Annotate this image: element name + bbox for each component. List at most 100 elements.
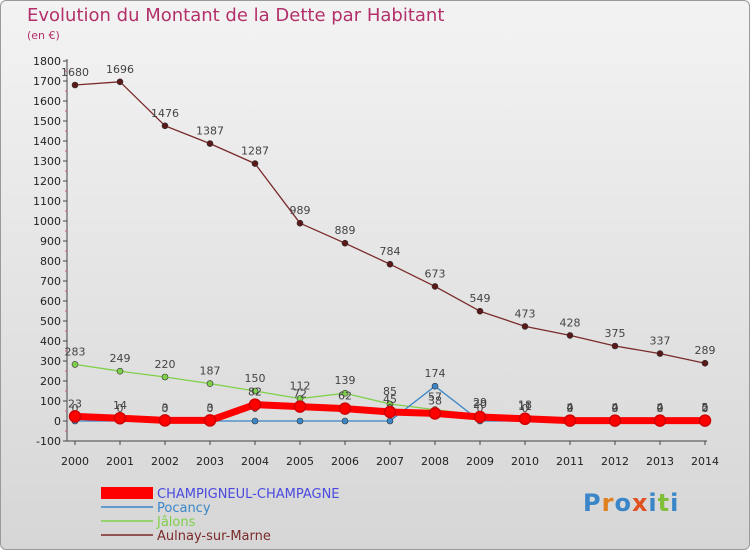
logo-letter: t bbox=[657, 489, 671, 517]
y-tick-label: 1600 bbox=[33, 95, 61, 108]
data-point bbox=[248, 398, 262, 411]
x-tick-label: 2009 bbox=[466, 455, 494, 468]
data-label: 29 bbox=[473, 396, 487, 409]
y-tick-label: 800 bbox=[40, 255, 61, 268]
data-point bbox=[341, 389, 349, 397]
y-tick-label: 600 bbox=[40, 295, 61, 308]
data-label: 249 bbox=[110, 352, 131, 365]
legend-swatch bbox=[101, 487, 153, 499]
data-point bbox=[116, 78, 124, 86]
data-point bbox=[161, 373, 169, 381]
data-point bbox=[251, 417, 259, 425]
data-label: 2 bbox=[657, 402, 664, 415]
data-label: 1287 bbox=[241, 145, 269, 158]
data-point bbox=[656, 350, 664, 357]
x-tick-label: 2007 bbox=[376, 455, 404, 468]
data-label: 1680 bbox=[61, 66, 89, 79]
data-point bbox=[203, 414, 217, 427]
legend: CHAMPIGNEUL-CHAMPAGNEPocancyJâlonsAulnay… bbox=[101, 487, 340, 544]
data-label: 14 bbox=[113, 399, 127, 412]
series-line bbox=[74, 81, 706, 364]
logo-letter: x bbox=[631, 489, 649, 517]
data-point bbox=[383, 405, 397, 419]
data-point bbox=[521, 323, 529, 330]
data-label: 187 bbox=[200, 365, 221, 378]
data-label: 82 bbox=[248, 386, 262, 399]
y-tick-label: 1700 bbox=[33, 75, 61, 88]
data-point bbox=[386, 417, 394, 425]
y-tick-label: 1500 bbox=[33, 115, 61, 128]
data-label: 38 bbox=[428, 394, 442, 407]
y-tick-label: -100 bbox=[36, 435, 61, 448]
data-label: 0 bbox=[162, 402, 169, 415]
x-tick-label: 2004 bbox=[241, 455, 269, 468]
data-point bbox=[431, 382, 439, 390]
data-label: 0 bbox=[72, 402, 79, 415]
x-tick-label: 2010 bbox=[511, 455, 539, 468]
data-label: 2 bbox=[702, 402, 709, 415]
legend-label: Jâlons bbox=[156, 515, 196, 530]
data-point bbox=[566, 332, 574, 339]
data-point bbox=[341, 417, 349, 425]
logo-letter: i bbox=[648, 489, 658, 517]
y-tick-label: 1800 bbox=[33, 55, 61, 68]
data-label: 289 bbox=[695, 344, 716, 357]
x-tick-label: 2002 bbox=[151, 455, 179, 468]
data-point bbox=[206, 380, 214, 387]
data-label: 62 bbox=[338, 390, 352, 403]
data-point bbox=[473, 410, 487, 424]
chart-title: Evolution du Montant de la Dette par Hab… bbox=[27, 5, 445, 26]
data-label: 283 bbox=[65, 345, 86, 358]
data-label: 5 bbox=[702, 401, 709, 414]
y-tick-label: 400 bbox=[40, 335, 61, 348]
x-tick-label: 2003 bbox=[196, 455, 224, 468]
data-label: 150 bbox=[245, 372, 266, 385]
data-label: 45 bbox=[383, 393, 397, 406]
data-label: 57 bbox=[428, 391, 442, 404]
data-label: 375 bbox=[605, 327, 626, 340]
data-label: 784 bbox=[380, 245, 401, 258]
data-label: 220 bbox=[155, 358, 176, 371]
data-label: 4 bbox=[612, 401, 619, 414]
data-point bbox=[611, 342, 619, 350]
data-label: 23 bbox=[68, 397, 82, 410]
y-tick-label: 500 bbox=[40, 315, 61, 328]
legend-label: CHAMPIGNEUL-CHAMPAGNE bbox=[157, 487, 340, 502]
x-tick-label: 2000 bbox=[61, 455, 89, 468]
proxiti-logo: Proxiti bbox=[583, 489, 679, 517]
data-label: 0 bbox=[567, 402, 574, 415]
data-label: 673 bbox=[425, 267, 446, 280]
data-point bbox=[161, 122, 169, 130]
y-tick-label: 0 bbox=[54, 415, 61, 428]
data-point bbox=[608, 414, 622, 427]
y-tick-label: 1000 bbox=[33, 215, 61, 228]
series-aulnay-sur-marne: 1680 1696 1476 1387 1287 989 889 784 673 549 473 42… bbox=[61, 63, 716, 367]
y-tick-label: 200 bbox=[40, 375, 61, 388]
data-label: 4 bbox=[567, 401, 574, 414]
y-tick-label: 300 bbox=[40, 355, 61, 368]
x-tick-label: 2001 bbox=[106, 455, 134, 468]
data-label: 1476 bbox=[151, 107, 179, 120]
data-label: 139 bbox=[335, 374, 356, 387]
data-label: 4 bbox=[657, 401, 664, 414]
data-point bbox=[293, 400, 307, 413]
data-label: 2 bbox=[612, 402, 619, 415]
data-label: 1696 bbox=[106, 63, 134, 76]
data-point bbox=[116, 367, 124, 375]
data-label: 18 bbox=[518, 398, 532, 411]
y-tick-label: 1300 bbox=[33, 155, 61, 168]
data-label: 174 bbox=[425, 367, 446, 380]
data-label: 1387 bbox=[196, 125, 224, 138]
data-label: 3 bbox=[162, 401, 169, 414]
x-tick-label: 2011 bbox=[556, 455, 584, 468]
x-tick-label: 2014 bbox=[691, 455, 719, 468]
logo-letter: r bbox=[601, 489, 615, 517]
data-point bbox=[431, 283, 439, 290]
data-label: 0 bbox=[702, 402, 709, 415]
y-tick-label: 900 bbox=[40, 235, 61, 248]
data-label: 85 bbox=[383, 385, 397, 398]
chart-unit: (en €) bbox=[27, 29, 60, 42]
data-point bbox=[698, 414, 712, 427]
